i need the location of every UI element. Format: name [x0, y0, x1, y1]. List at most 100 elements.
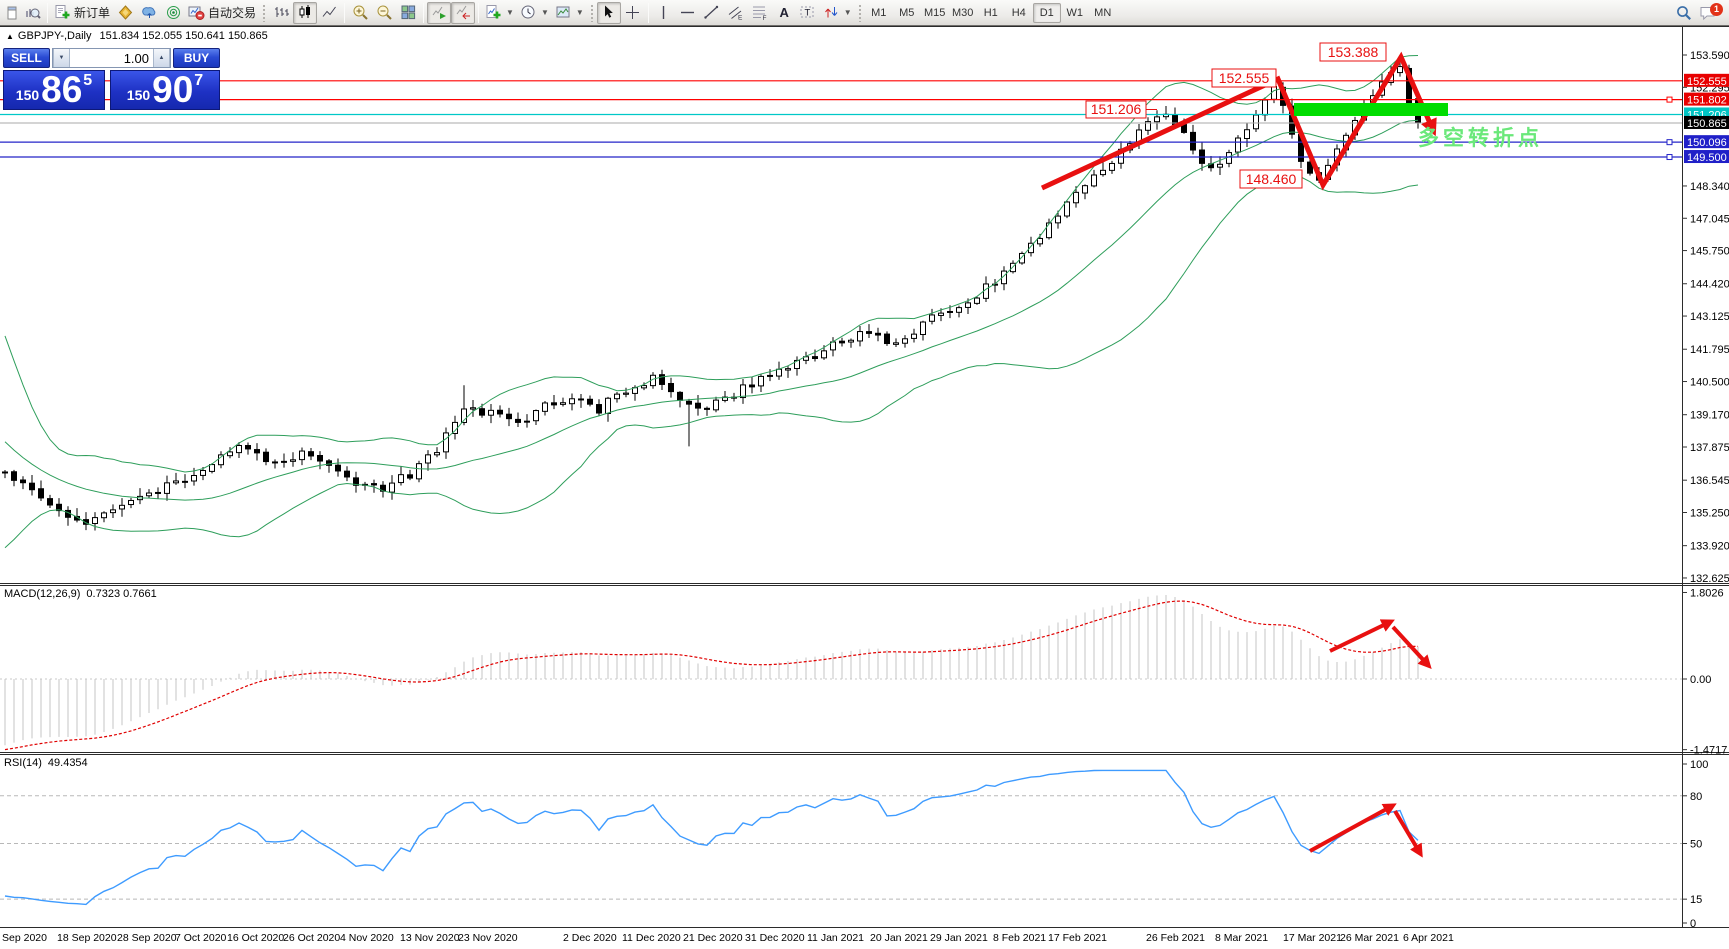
- notifications-button[interactable]: 1: [1696, 2, 1723, 24]
- timeframe-button-H4[interactable]: H4: [1005, 3, 1033, 23]
- crosshair-icon: [626, 6, 640, 19]
- rsi-annotation-arrow[interactable]: [1309, 803, 1397, 853]
- vertical-line-button[interactable]: [652, 2, 676, 24]
- timeframe-button-M15[interactable]: M15: [921, 3, 949, 23]
- svg-text:153.590: 153.590: [1690, 50, 1729, 62]
- timeframe-button-MN[interactable]: MN: [1089, 3, 1117, 23]
- candlestick-icon: [299, 5, 310, 18]
- timeframe-button-M1[interactable]: M1: [865, 3, 893, 23]
- bar-chart-mode-button[interactable]: [269, 2, 293, 24]
- candlestick-mode-button[interactable]: [293, 1, 318, 24]
- price-callout-box[interactable]: [1239, 169, 1303, 189]
- signals-button[interactable]: [161, 2, 185, 24]
- clock-icon: [521, 5, 535, 19]
- timeframe-button-D1[interactable]: D1: [1032, 2, 1061, 23]
- macd-annotation-arrow[interactable]: [1329, 619, 1395, 653]
- crosshair-button[interactable]: [621, 2, 645, 24]
- turning-point-annotation-text[interactable]: 多空转折点: [1418, 126, 1543, 150]
- date-label: 26 Oct 2020: [283, 932, 340, 944]
- date-label: Sep 2020: [2, 932, 47, 944]
- price-callout-text: 148.460: [1246, 171, 1297, 187]
- volume-increase-button[interactable]: ▲: [153, 49, 170, 67]
- arrows-button[interactable]: ▼: [820, 2, 855, 24]
- indicators-button[interactable]: ▼: [482, 2, 517, 24]
- sell-price-box[interactable]: 150 86 5: [3, 70, 105, 110]
- macd-histogram: [4, 595, 1419, 746]
- collapse-panel-arrow[interactable]: ▲: [6, 32, 14, 41]
- new-chart-window-button[interactable]: [0, 2, 20, 24]
- line-handle[interactable]: [1666, 139, 1673, 146]
- text-button[interactable]: A: [772, 2, 796, 24]
- buy-price-big: 90: [152, 69, 194, 110]
- fibonacci-button[interactable]: F: [748, 2, 772, 24]
- text-a-icon: A: [780, 5, 790, 20]
- line-handle[interactable]: [1666, 96, 1673, 103]
- periods-button[interactable]: ▼: [517, 2, 552, 24]
- svg-text:152.555: 152.555: [1687, 76, 1727, 88]
- chart-symbol-period: GBPJPY-,Daily: [17, 30, 92, 42]
- green-highlight-bar[interactable]: [1294, 103, 1448, 116]
- notification-badge: 1: [1710, 2, 1723, 16]
- price-callout-box[interactable]: [1319, 42, 1387, 62]
- cursor-button[interactable]: [596, 1, 621, 24]
- rsi-axis-tick: 80: [1690, 791, 1702, 803]
- zoom-in-button[interactable]: [348, 2, 372, 24]
- buy-price-sup: 7: [194, 72, 204, 89]
- equidistant-channel-button[interactable]: E: [724, 2, 748, 24]
- timeframe-button-M30[interactable]: M30: [949, 3, 977, 23]
- chart-magnifier-icon: [26, 8, 41, 19]
- chart-shift-button[interactable]: [451, 1, 476, 24]
- line-chart-mode-button[interactable]: [317, 2, 341, 24]
- timeframe-button-W1[interactable]: W1: [1061, 3, 1089, 23]
- chart-title: ▲ GBPJPY-,Daily 151.834 152.055 150.641 15…: [6, 30, 268, 42]
- new-order-button[interactable]: 新订单: [51, 2, 113, 24]
- price-callout-box[interactable]: [1211, 68, 1277, 88]
- svg-text:136.545: 136.545: [1690, 475, 1729, 487]
- svg-text:E: E: [738, 15, 743, 22]
- svg-text:150.096: 150.096: [1687, 137, 1727, 149]
- publisher-button[interactable]: [137, 2, 161, 24]
- new-order-label: 新订单: [74, 6, 111, 20]
- autotrading-button[interactable]: 自动交易: [185, 2, 259, 24]
- axis-price-badge: [1684, 150, 1729, 164]
- timeframe-button-M5[interactable]: M5: [893, 3, 921, 23]
- timeframe-button-H1[interactable]: H1: [977, 3, 1005, 23]
- date-label: 16 Oct 2020: [227, 932, 284, 944]
- dropdown-caret: ▼: [540, 8, 549, 17]
- trade-controls-row: SELL ▼ 1.00 ▲ BUY: [3, 48, 220, 68]
- volume-input[interactable]: 1.00: [123, 51, 149, 66]
- add-indicator-icon: [486, 5, 501, 19]
- tile-windows-button[interactable]: [396, 2, 420, 24]
- rsi-annotation-arrow[interactable]: [1393, 809, 1423, 858]
- bollinger-bands: [4, 55, 1419, 549]
- tile-windows-icon: [401, 5, 415, 20]
- templates-button[interactable]: ▼: [552, 2, 587, 24]
- volume-decrease-button[interactable]: ▼: [53, 49, 70, 67]
- macd-annotation-arrow[interactable]: [1391, 625, 1432, 670]
- dropdown-caret: ▼: [506, 8, 514, 17]
- trend-zigzag-arrow[interactable]: [1040, 51, 1437, 191]
- svg-text:141.795: 141.795: [1690, 344, 1729, 356]
- horizontal-line-button[interactable]: [676, 2, 700, 24]
- chart-background[interactable]: [0, 26, 1729, 949]
- zoom-out-button[interactable]: [372, 2, 396, 24]
- auto-scroll-button[interactable]: [427, 1, 452, 24]
- buy-button[interactable]: BUY: [173, 48, 220, 68]
- radar-icon: [166, 6, 180, 19]
- toolbar-right-group: 1: [1672, 2, 1727, 24]
- price-callout-box[interactable]: [1085, 100, 1147, 119]
- buy-price-box[interactable]: 150 90 7: [110, 70, 220, 110]
- axis-price-badge: [1684, 73, 1729, 87]
- search-button[interactable]: [1672, 2, 1696, 24]
- toolbar-separator: [647, 2, 649, 23]
- text-label-button[interactable]: T: [796, 2, 820, 24]
- price-axis-ticks: 153.590152.295148.340147.045145.750144.4…: [1682, 50, 1729, 585]
- metaeditor-button[interactable]: [113, 2, 137, 24]
- trendline-button[interactable]: [700, 2, 724, 24]
- market-watch-button[interactable]: [20, 2, 44, 24]
- sell-price-big: 86: [41, 69, 83, 110]
- sell-button[interactable]: SELL: [3, 48, 50, 68]
- line-handle[interactable]: [1666, 154, 1673, 161]
- date-label: 11 Dec 2020: [622, 932, 681, 944]
